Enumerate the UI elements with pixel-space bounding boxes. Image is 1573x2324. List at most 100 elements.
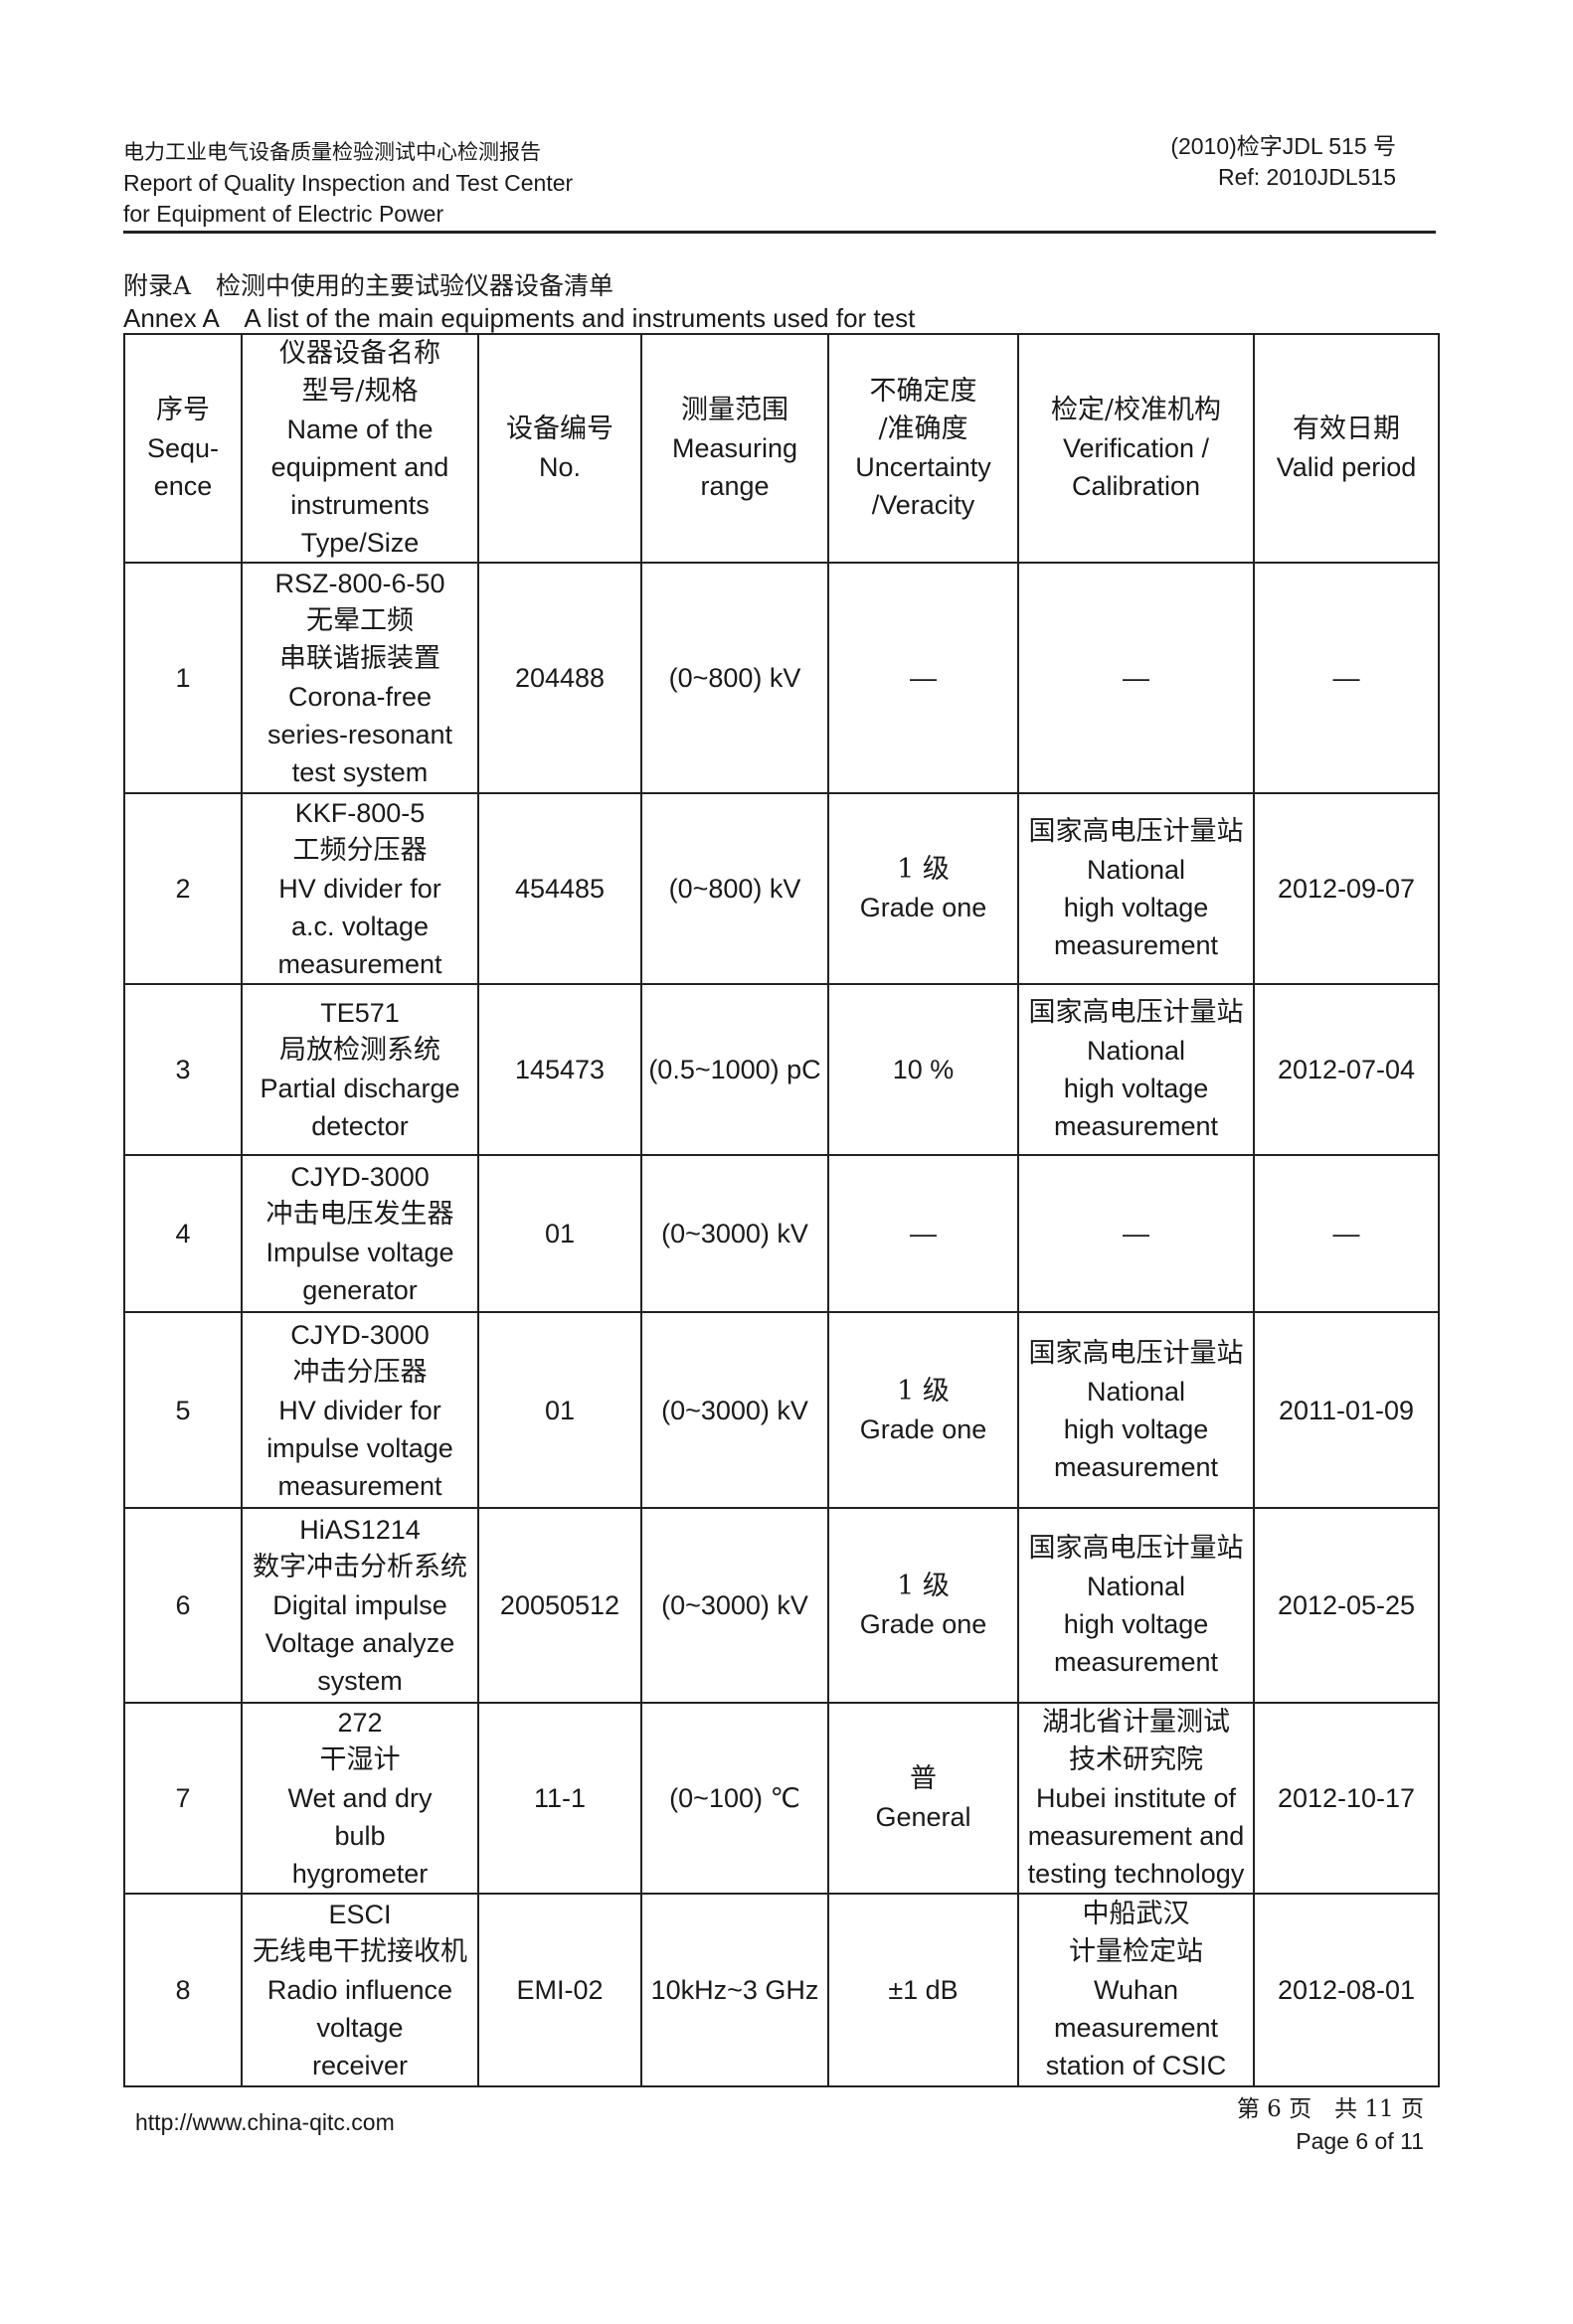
cell-range-line: (0~3000) kV <box>661 1395 808 1425</box>
cell-name-line: Partial discharge <box>260 1074 460 1103</box>
cell-calibration-line: high voltage <box>1063 893 1209 922</box>
cell-sequence-line: 5 <box>175 1395 191 1425</box>
cell-name: HiAS1214 数字冲击分析系统 Digital impulse Voltage a… <box>241 1507 479 1704</box>
cell-uncertainty-line: — <box>910 663 937 693</box>
cell-name-line: 局放检测系统 <box>279 1035 440 1066</box>
cell-name-line: KKF-800-5 <box>294 798 426 828</box>
cell-sequence: 5 <box>123 1311 243 1509</box>
cell-valid-period: — <box>1253 1154 1440 1313</box>
cell-name-line: generator <box>302 1275 418 1305</box>
cell-calibration-line: National <box>1086 1036 1186 1066</box>
cell-name-line: measurement <box>277 1470 442 1501</box>
header-uncertainty: 不确定度/准确度 Uncertainty/Veracity <box>827 333 1019 564</box>
cell-calibration: — <box>1017 1154 1255 1313</box>
header-uncertainty-line: /准确度 <box>878 414 968 444</box>
table-row: 5 CJYD-3000 冲击分压器 HV divider for impulse vol… <box>123 1311 1440 1509</box>
cell-name-line: ESCI <box>328 1900 392 1929</box>
cell-sequence-line: 7 <box>175 1783 191 1813</box>
table-header-row: 序号 Sequ-ence 仪器设备名称 型号/规格 Name of the equipme… <box>123 333 1440 564</box>
cell-name-line: Corona-free <box>287 682 433 712</box>
cell-valid-period: 2012-09-07 <box>1253 792 1440 985</box>
header-valid-period-line: Valid period <box>1276 452 1417 482</box>
cell-calibration-line: — <box>1123 1219 1149 1248</box>
cell-name-line: HiAS1214 <box>299 1515 421 1545</box>
cell-valid-period-line: — <box>1332 663 1360 693</box>
cell-number-line: 01 <box>544 1395 576 1425</box>
header-number: 设备编号 No. <box>477 333 642 564</box>
header-range: 测量范围 Measuring range <box>640 333 829 564</box>
header-name: 仪器设备名称 型号/规格 Name of the equipment and instr… <box>241 333 479 564</box>
cell-calibration-line: 国家高电压计量站 <box>1028 816 1244 847</box>
cell-range-line: (0.5~1000) pC <box>648 1055 821 1084</box>
cell-range: 10kHz~3 GHz <box>640 1893 829 2087</box>
cell-uncertainty: 1 级 Grade one <box>827 1507 1019 1704</box>
cell-valid-period-line: 2012-10-17 <box>1277 1783 1416 1813</box>
cell-range: (0~100) ℃ <box>640 1702 829 1895</box>
org-name-en-2: for Equipment of Electric Power <box>123 201 444 227</box>
cell-uncertainty-line: ±1 dB <box>888 1975 959 2005</box>
cell-calibration-line: 技术研究院 <box>1069 1744 1203 1775</box>
cell-name-line: Wet and dry <box>287 1783 433 1813</box>
cell-uncertainty-line: 1 级 <box>897 854 950 885</box>
table-row: 8 ESCI 无线电干扰接收机 Radio influence voltage recei… <box>123 1893 1440 2087</box>
cell-uncertainty: ±1 dB <box>827 1893 1019 2087</box>
cell-name: CJYD-3000 冲击电压发生器 Impulse voltage generator <box>241 1154 479 1313</box>
cell-calibration-line: 湖北省计量测试 <box>1042 1707 1230 1738</box>
cell-uncertainty-line: 1 级 <box>897 1375 950 1407</box>
cell-calibration-line: National <box>1086 1572 1186 1601</box>
table-row: 7 272 干湿计 Wet and dry bulb hygrometer 11-1 (0~1… <box>123 1702 1440 1895</box>
cell-uncertainty-line: — <box>910 1219 937 1248</box>
header-name-line: 型号/规格 <box>301 376 419 407</box>
table-row: 6 HiAS1214 数字冲击分析系统 Digital impulse Voltage … <box>123 1507 1440 1704</box>
cell-name-line: 干湿计 <box>319 1744 401 1775</box>
org-name-en-1: Report of Quality Inspection and Test Ce… <box>123 170 574 196</box>
cell-number-line: 01 <box>544 1219 576 1248</box>
cell-range: (0~3000) kV <box>640 1154 829 1313</box>
header-range-line: Measuring <box>671 433 798 463</box>
cell-calibration-line: National <box>1086 1376 1186 1407</box>
cell-sequence: 2 <box>123 792 243 985</box>
report-header: 电力工业电气设备质量检验测试中心检测报告 Report of Quality I… <box>123 137 573 230</box>
header-valid-period: 有效日期 Valid period <box>1253 333 1440 564</box>
cell-range-line: (0~800) kV <box>668 663 801 693</box>
cell-range-line: (0~3000) kV <box>661 1590 808 1620</box>
cell-name: ESCI 无线电干扰接收机 Radio influence voltage receiv… <box>241 1893 479 2087</box>
cell-valid-period: 2012-08-01 <box>1253 1893 1440 2087</box>
cell-name-line: hygrometer <box>291 1859 429 1889</box>
table-row: 2 KKF-800-5 工频分压器 HV divider for a.c. voltag… <box>123 792 1440 985</box>
cell-name-line: system <box>317 1666 403 1696</box>
cell-sequence-line: 1 <box>175 663 191 693</box>
cell-name-line: measurement <box>277 949 442 979</box>
header-sequence-line: ence <box>153 471 213 501</box>
cell-name-line: 272 <box>337 1708 383 1738</box>
cell-calibration: 中船武汉 计量检定站 Wuhan measurement station of CSIC <box>1017 1893 1255 2087</box>
cell-uncertainty-line: 10 % <box>892 1055 955 1084</box>
cell-name-line: impulse voltage <box>266 1432 453 1463</box>
cell-valid-period: — <box>1253 562 1440 794</box>
cell-name: TE571 局放检测系统 Partial discharge detector <box>241 983 479 1156</box>
header-sequence-line: 序号 <box>156 395 210 425</box>
cell-name-line: Impulse voltage <box>265 1238 454 1267</box>
cell-valid-period: 2012-10-17 <box>1253 1702 1440 1895</box>
cell-calibration: 国家高电压计量站 National high voltage measurement <box>1017 792 1255 985</box>
cell-name: CJYD-3000 冲击分压器 HV divider for impulse volt… <box>241 1311 479 1509</box>
cell-calibration-line: Hubei institute of <box>1035 1783 1237 1813</box>
annex-title-cn: 附录A 检测中使用的主要试验仪器设备清单 <box>123 271 614 300</box>
annex-title-en: Annex A A list of the main equipments an… <box>123 303 916 333</box>
cell-calibration: — <box>1017 562 1255 794</box>
cell-range: (0.5~1000) pC <box>640 983 829 1156</box>
cell-name-line: CJYD-3000 <box>290 1162 430 1192</box>
cell-calibration-line: measurement <box>1053 2013 1219 2043</box>
cell-name-line: bulb <box>334 1821 386 1851</box>
header-name-line: equipment and <box>270 452 449 482</box>
cell-valid-period-line: — <box>1332 1219 1360 1248</box>
cell-sequence: 7 <box>123 1702 243 1895</box>
header-name-line: Type/Size <box>300 528 420 558</box>
cell-number: 204488 <box>477 562 642 794</box>
cell-name-line: 串联谐振装置 <box>279 643 440 674</box>
annex-title: 附录A 检测中使用的主要试验仪器设备清单 Annex A A list of t… <box>123 270 915 334</box>
page-number-en: Page 6 of 11 <box>1296 2128 1424 2154</box>
equipment-table: 序号 Sequ-ence 仪器设备名称 型号/规格 Name of the equipme… <box>123 333 1440 2087</box>
cell-range-line: 10kHz~3 GHz <box>650 1975 819 2005</box>
cell-calibration-line: Wuhan <box>1093 1975 1179 2005</box>
